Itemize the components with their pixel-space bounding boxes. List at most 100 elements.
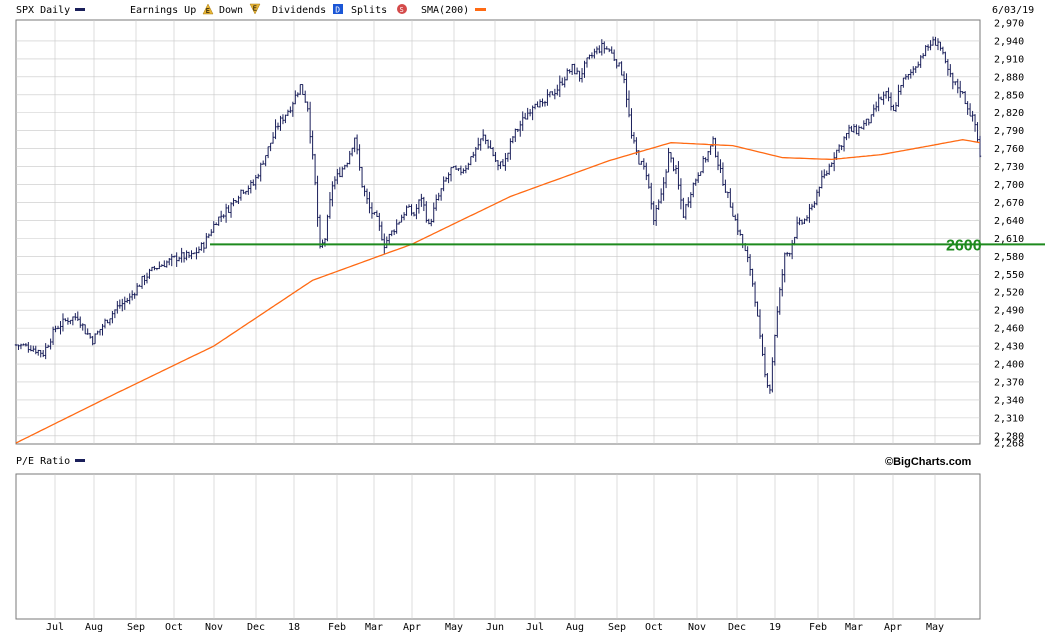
price-bar xyxy=(548,91,552,98)
price-bar xyxy=(308,101,312,144)
price-bar xyxy=(509,138,512,160)
price-bar xyxy=(701,155,705,174)
price-bar xyxy=(474,146,477,162)
brand-text: ©BigCharts.com xyxy=(885,456,972,468)
x-tick-label: Feb xyxy=(328,622,346,633)
price-bar xyxy=(914,66,917,73)
y-tick-label: 2,268 xyxy=(994,439,1024,450)
price-bar xyxy=(946,59,950,76)
price-bar xyxy=(566,68,569,81)
price-bar xyxy=(207,233,210,238)
price-bar xyxy=(380,221,384,241)
price-bar xyxy=(553,88,557,100)
price-bar xyxy=(205,233,208,249)
price-bar xyxy=(39,349,42,358)
y-tick-label: 2,790 xyxy=(994,126,1024,137)
price-bar xyxy=(118,299,122,309)
price-bar xyxy=(786,251,789,257)
price-bar xyxy=(301,84,304,96)
price-bar xyxy=(210,229,213,237)
price-bar xyxy=(358,144,361,171)
price-bar xyxy=(677,161,680,190)
price-bar xyxy=(912,66,915,76)
price-bar xyxy=(645,162,648,181)
price-bar xyxy=(531,105,534,121)
price-bar xyxy=(511,136,515,144)
x-tick-label: Aug xyxy=(85,622,103,633)
price-bar xyxy=(239,189,243,201)
price-bar xyxy=(951,72,955,90)
price-bar xyxy=(635,137,638,155)
price-bar xyxy=(588,54,591,60)
price-bar xyxy=(41,350,45,358)
price-bar xyxy=(130,290,134,301)
price-bar xyxy=(608,48,611,53)
price-bar xyxy=(516,128,519,132)
price-bar xyxy=(847,124,851,139)
price-bar xyxy=(778,287,781,315)
y-tick-label: 2,310 xyxy=(994,413,1024,424)
x-tick-label: Mar xyxy=(365,622,383,633)
price-bar xyxy=(286,109,290,117)
price-bar xyxy=(973,114,977,132)
price-bar xyxy=(699,171,702,176)
price-bar xyxy=(842,136,846,152)
price-bar xyxy=(904,74,908,80)
price-bar xyxy=(659,188,663,204)
sma-line xyxy=(15,139,981,444)
y-tick-label: 2,760 xyxy=(994,144,1024,155)
price-bar xyxy=(24,343,28,347)
price-bar xyxy=(694,178,697,186)
price-bar xyxy=(392,229,396,236)
price-bar xyxy=(721,162,725,186)
y-tick-label: 2,940 xyxy=(994,36,1024,47)
price-bar xyxy=(714,137,717,158)
price-bar xyxy=(479,138,482,151)
price-bar xyxy=(46,344,50,348)
price-bar xyxy=(664,169,668,189)
price-bar xyxy=(360,166,364,188)
price-bar xyxy=(407,204,411,208)
price-bar xyxy=(108,318,112,326)
price-bar xyxy=(642,158,646,170)
earnings-up-glyph: E xyxy=(206,7,210,15)
price-bar xyxy=(731,202,735,217)
x-tick-label: 18 xyxy=(288,622,300,633)
price-bar xyxy=(333,176,337,190)
price-bar xyxy=(818,186,821,197)
price-bar xyxy=(751,268,754,287)
x-tick-label: Mar xyxy=(845,622,863,633)
price-bar xyxy=(98,329,102,336)
price-bar xyxy=(736,213,739,235)
x-tick-label: Feb xyxy=(809,622,827,633)
price-bar xyxy=(832,152,836,172)
price-bar xyxy=(573,63,576,75)
price-bar xyxy=(650,182,653,210)
price-bar xyxy=(432,202,435,223)
price-bar xyxy=(632,132,636,144)
price-bar xyxy=(857,125,861,137)
price-bar xyxy=(484,134,487,145)
price-bar xyxy=(879,96,883,101)
price-bar xyxy=(190,250,193,260)
price-bar xyxy=(580,68,584,83)
price-bar xyxy=(897,84,900,107)
price-bar xyxy=(172,255,176,258)
price-bar xyxy=(145,272,149,284)
price-bar xyxy=(81,323,84,331)
price-bar xyxy=(341,166,344,178)
price-bar xyxy=(496,160,500,171)
price-bar xyxy=(425,201,428,223)
x-tick-label: Jul xyxy=(46,622,64,633)
price-bar xyxy=(758,309,762,339)
price-bar xyxy=(837,144,841,153)
sma-legend-swatch xyxy=(475,8,486,11)
price-bar xyxy=(519,120,522,137)
price-bar xyxy=(667,147,670,173)
price-bar xyxy=(734,214,737,221)
price-bar xyxy=(523,112,527,120)
dividends-glyph: D xyxy=(335,5,340,14)
price-bar xyxy=(761,333,764,357)
price-bar xyxy=(388,233,391,244)
price-bar xyxy=(504,153,507,171)
